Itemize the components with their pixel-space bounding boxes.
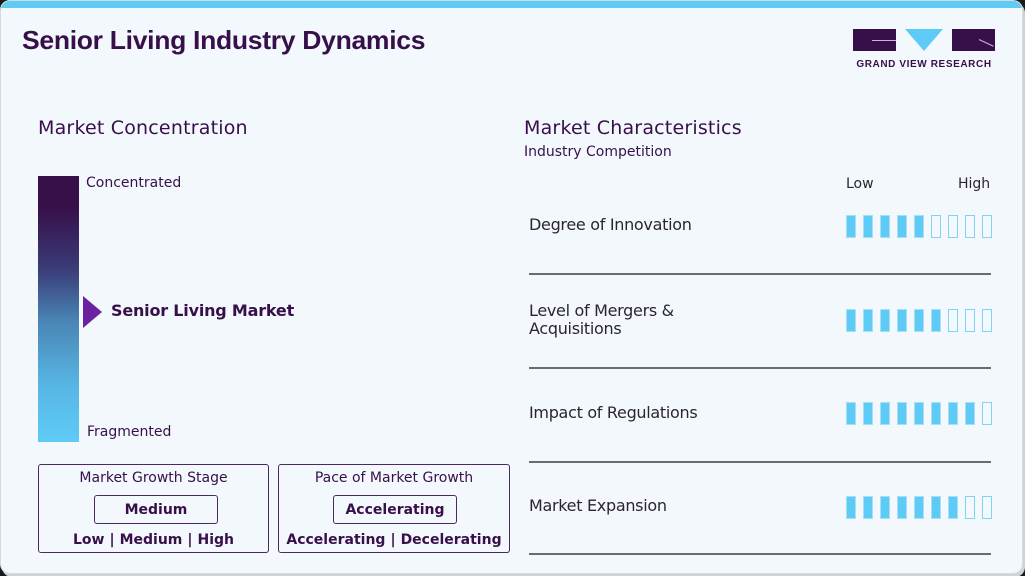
market-growth-stage-box: Market Growth Stage Medium Low | Medium | Hi… — [38, 464, 269, 553]
market-characteristics-heading: Market Characteristics — [524, 117, 742, 139]
rating-segment-filled — [931, 309, 941, 332]
rating-segment-filled — [880, 496, 890, 519]
rating-segment-empty — [982, 402, 992, 425]
rating-segment-empty — [948, 309, 958, 332]
rating-segment-empty — [965, 215, 975, 238]
rating-segment-filled — [948, 496, 958, 519]
market-position-label: Senior Living Market — [111, 301, 295, 320]
separator: | — [390, 532, 396, 548]
growth-pace-title: Pace of Market Growth — [314, 470, 474, 486]
rating-segment-filled — [863, 309, 873, 332]
rating-segment-empty — [982, 309, 992, 332]
logo-text: GRAND VIEW RESEARCH — [856, 59, 992, 70]
rating-segment-filled — [846, 496, 856, 519]
row-divider — [529, 553, 991, 555]
rating-segment-empty — [931, 215, 941, 238]
rating-segment-filled — [965, 402, 975, 425]
rating-segment-filled — [863, 496, 873, 519]
concentrated-label: Concentrated — [86, 175, 182, 191]
rating-segment-filled — [897, 402, 907, 425]
option-decelerating: Decelerating — [400, 532, 502, 548]
rating-segment-filled — [914, 215, 924, 238]
rating-segment-filled — [846, 402, 856, 425]
rating-segment-filled — [863, 215, 873, 238]
characteristic-label: Market Expansion — [529, 497, 667, 515]
characteristic-label-line: Impact of Regulations — [529, 403, 698, 422]
rating-segment-filled — [931, 496, 941, 519]
characteristic-label-line: Level of Mergers & — [529, 301, 674, 320]
characteristic-label-line: Degree of Innovation — [529, 215, 692, 234]
accent-top-bar — [1, 1, 1022, 8]
characteristic-label: Degree of Innovation — [529, 216, 692, 234]
row-divider — [529, 461, 991, 463]
rating-bar-meter — [846, 496, 992, 519]
logo-r-block-icon — [952, 29, 995, 51]
separator: | — [187, 532, 193, 548]
concentration-gradient-bar — [38, 176, 79, 442]
option-medium: Medium — [119, 532, 183, 548]
characteristic-label-line: Market Expansion — [529, 496, 667, 515]
rating-segment-filled — [897, 496, 907, 519]
rating-segment-filled — [880, 402, 890, 425]
fragmented-label: Fragmented — [87, 424, 172, 440]
rating-bar-meter — [846, 215, 992, 238]
rating-segment-filled — [931, 402, 941, 425]
rating-segment-empty — [965, 309, 975, 332]
growth-stage-options: Low | Medium | High — [39, 532, 268, 548]
scale-low-label: Low — [846, 176, 874, 192]
separator: | — [109, 532, 115, 548]
rating-segment-filled — [863, 402, 873, 425]
option-low: Low — [72, 532, 105, 548]
rating-segment-filled — [880, 309, 890, 332]
row-divider — [529, 273, 991, 275]
position-marker-triangle-icon — [83, 296, 102, 328]
logo-g-block-icon — [853, 29, 896, 51]
rating-segment-filled — [846, 309, 856, 332]
characteristic-label: Impact of Regulations — [529, 403, 698, 422]
growth-pace-options: Accelerating | Decelerating — [279, 532, 509, 548]
rating-segment-filled — [914, 309, 924, 332]
logo-v-triangle-icon — [905, 29, 943, 51]
grand-view-research-logo: GRAND VIEW RESEARCH — [853, 29, 995, 71]
rating-segment-filled — [914, 402, 924, 425]
rating-segment-empty — [948, 215, 958, 238]
rating-segment-filled — [846, 215, 856, 238]
rating-segment-filled — [948, 402, 958, 425]
growth-stage-title: Market Growth Stage — [79, 470, 228, 486]
rating-segment-filled — [897, 309, 907, 332]
market-concentration-heading: Market Concentration — [38, 117, 248, 139]
rating-segment-filled — [880, 215, 890, 238]
rating-segment-empty — [982, 215, 992, 238]
rating-bar-meter — [846, 402, 992, 425]
rating-segment-empty — [965, 496, 975, 519]
characteristic-label-line: Acquisitions — [529, 319, 622, 338]
option-accelerating: Accelerating — [286, 532, 386, 548]
row-divider — [529, 367, 991, 369]
pace-of-market-growth-box: Pace of Market Growth Accelerating Accel… — [278, 464, 510, 553]
characteristic-label: Level of Mergers & Acquisitions — [529, 302, 674, 338]
growth-pace-value: Accelerating — [333, 495, 457, 524]
page-title: Senior Living Industry Dynamics — [22, 25, 426, 55]
industry-competition-subheading: Industry Competition — [524, 144, 672, 160]
scale-high-label: High — [958, 176, 991, 192]
rating-segment-empty — [982, 496, 992, 519]
growth-stage-value: Medium — [94, 495, 218, 524]
rating-bar-meter — [846, 309, 992, 332]
option-high: High — [197, 532, 235, 548]
rating-segment-filled — [914, 496, 924, 519]
rating-segment-filled — [897, 215, 907, 238]
